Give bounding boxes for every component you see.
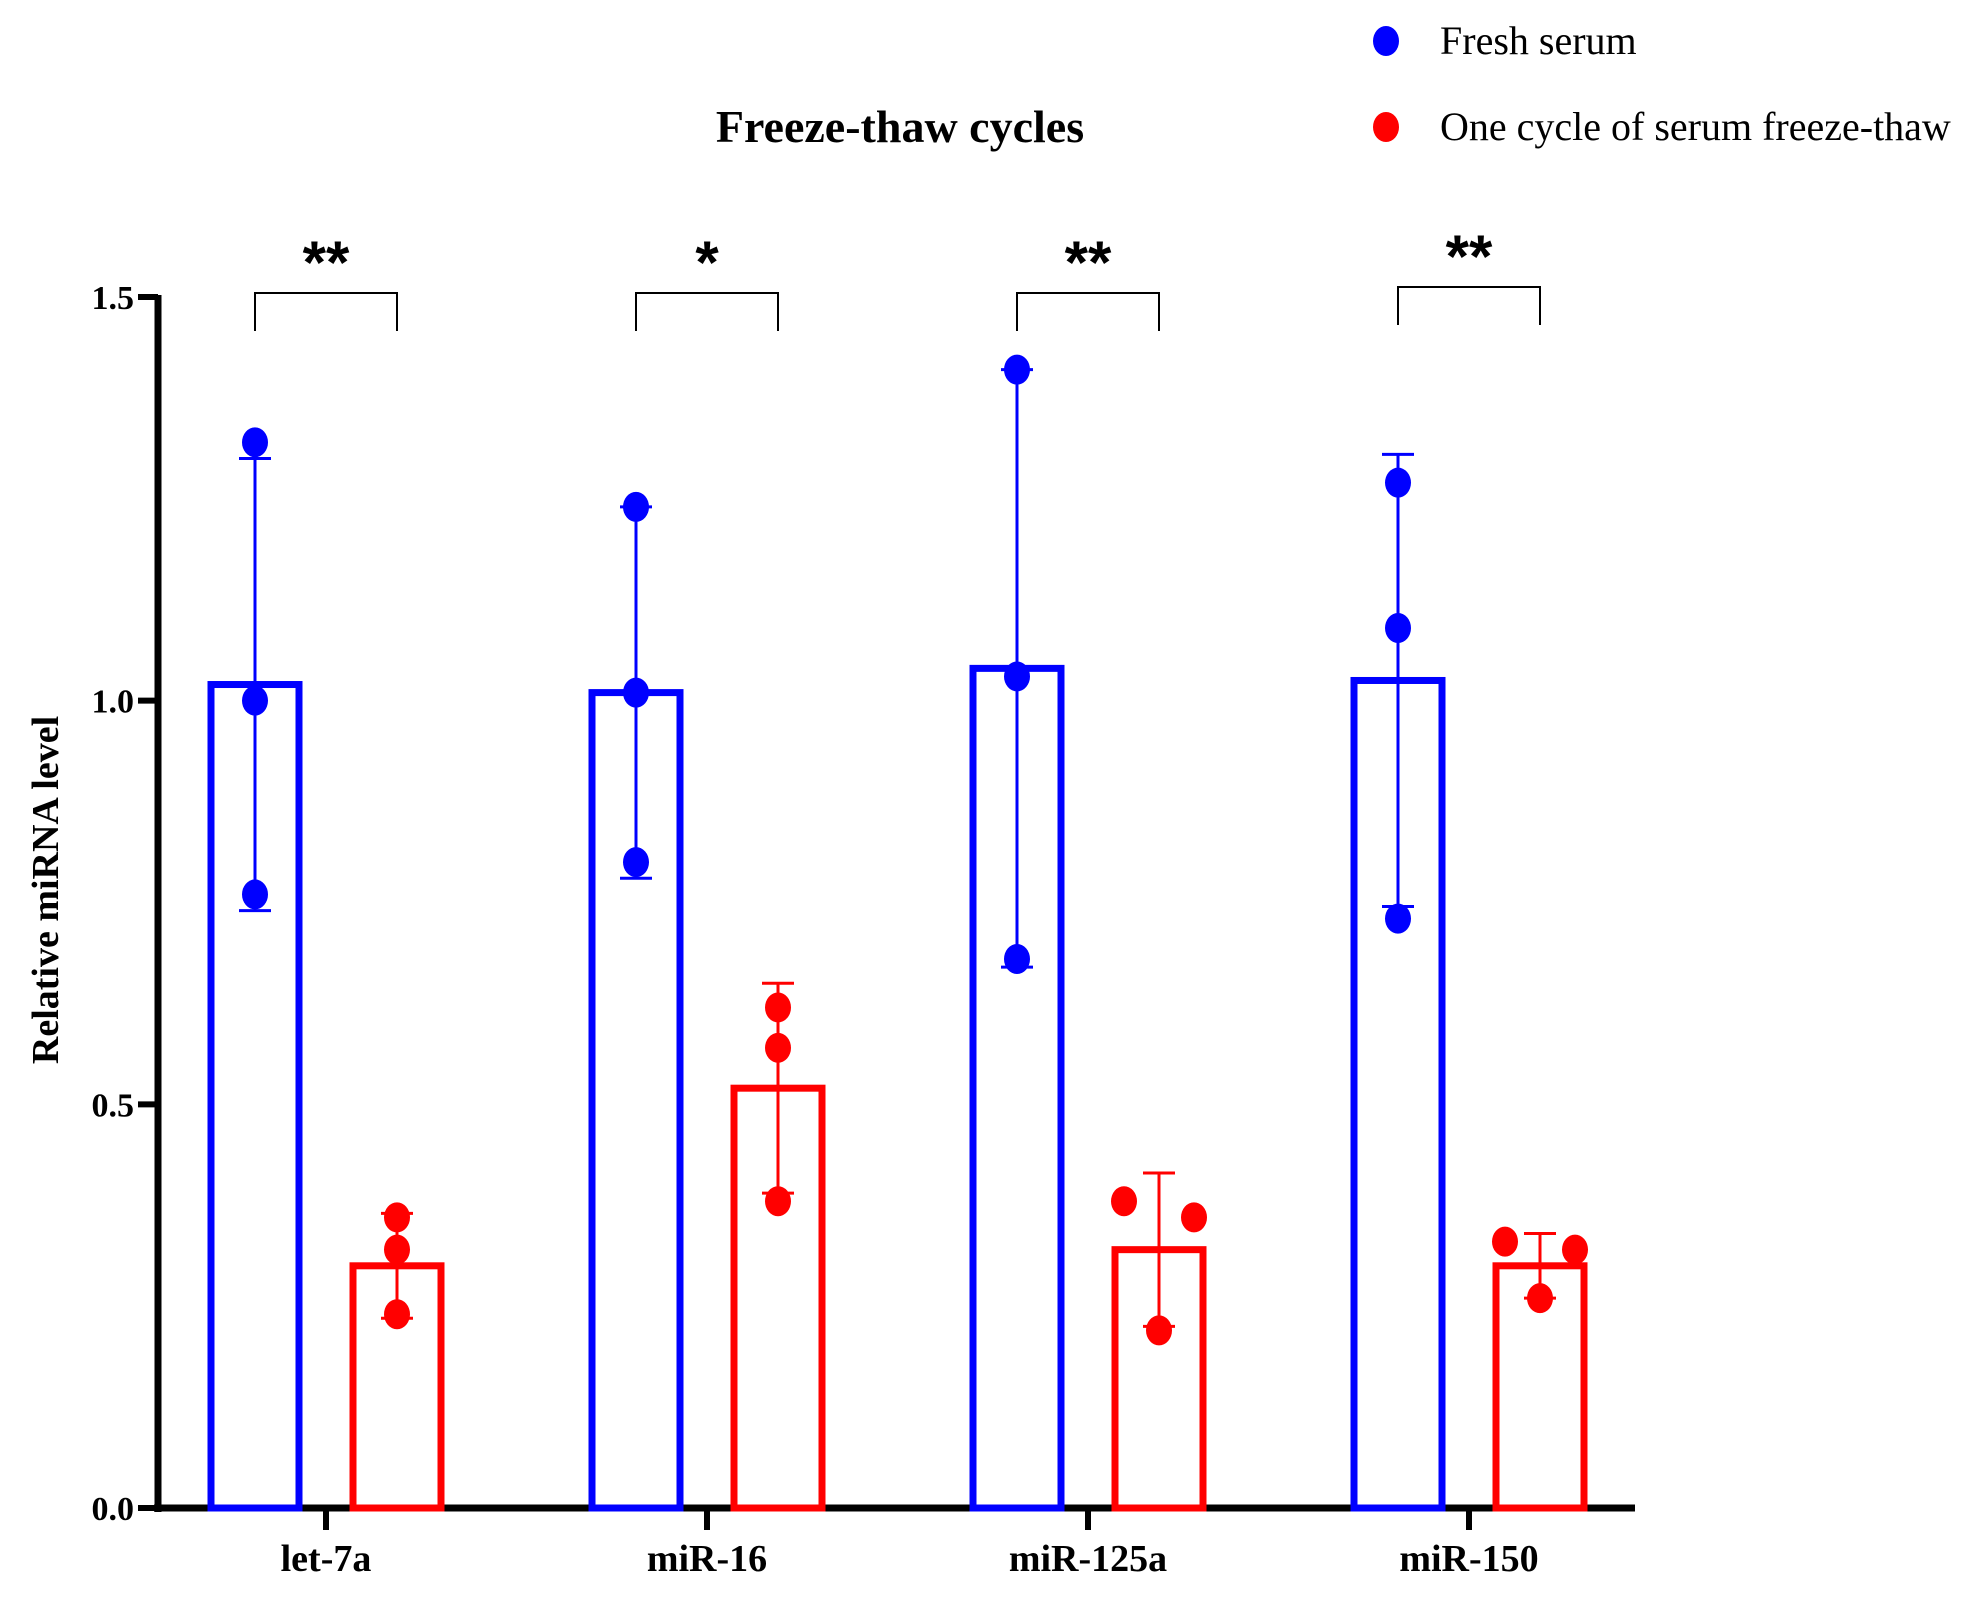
chart-title: Freeze-thaw cycles bbox=[716, 101, 1084, 152]
y-axis-title: Relative miRNA level bbox=[25, 716, 67, 1064]
data-point bbox=[242, 879, 268, 910]
data-point bbox=[384, 1202, 410, 1233]
data-point bbox=[1146, 1315, 1172, 1346]
data-point bbox=[623, 491, 649, 522]
significance-marker: ** bbox=[1446, 223, 1493, 290]
legend-marker-fresh bbox=[1373, 26, 1399, 56]
data-point bbox=[1004, 661, 1030, 692]
legend-label-freeze-thaw: One cycle of serum freeze-thaw bbox=[1440, 104, 1951, 149]
data-point bbox=[242, 685, 268, 716]
data-point bbox=[765, 992, 791, 1023]
y-tick-label: 0.0 bbox=[92, 1491, 135, 1528]
y-tick-label: 1.5 bbox=[92, 280, 135, 317]
data-point bbox=[1527, 1283, 1553, 1314]
significance-bracket bbox=[1016, 292, 1160, 331]
significance-bracket bbox=[254, 292, 398, 331]
plot-area: 0.0 0.5 1.0 1.5 let-7a ** miR-16 * miR-125a ** miR… bbox=[92, 223, 1635, 1580]
data-point bbox=[384, 1234, 410, 1265]
significance-bracket bbox=[1397, 286, 1541, 325]
data-point bbox=[623, 847, 649, 878]
data-point bbox=[1385, 903, 1411, 934]
data-point bbox=[1004, 354, 1030, 385]
data-point bbox=[1004, 944, 1030, 975]
data-point bbox=[384, 1299, 410, 1330]
data-point bbox=[1562, 1234, 1588, 1265]
y-tick-label: 1.0 bbox=[92, 684, 135, 721]
data-point bbox=[765, 1032, 791, 1063]
y-tick-label: 0.5 bbox=[92, 1087, 135, 1124]
x-tick-label: miR-150 bbox=[1399, 1538, 1538, 1580]
data-point bbox=[1492, 1226, 1518, 1257]
x-tick-label: miR-16 bbox=[647, 1538, 767, 1580]
legend-marker-freeze-thaw bbox=[1373, 112, 1399, 142]
significance-marker: ** bbox=[303, 229, 350, 296]
legend: Fresh serum One cycle of serum freeze-th… bbox=[1373, 18, 1951, 149]
data-point bbox=[242, 427, 268, 458]
data-point bbox=[1111, 1186, 1137, 1217]
data-point bbox=[623, 677, 649, 708]
data-point bbox=[1181, 1202, 1207, 1233]
x-tick-label: let-7a bbox=[281, 1538, 372, 1580]
x-tick-label: miR-125a bbox=[1009, 1538, 1167, 1580]
significance-marker: * bbox=[695, 229, 719, 296]
significance-marker: ** bbox=[1065, 229, 1112, 296]
data-point bbox=[1385, 467, 1411, 498]
significance-bracket bbox=[635, 292, 779, 331]
data-point bbox=[1385, 613, 1411, 644]
data-point bbox=[765, 1186, 791, 1217]
legend-label-fresh: Fresh serum bbox=[1440, 18, 1637, 63]
